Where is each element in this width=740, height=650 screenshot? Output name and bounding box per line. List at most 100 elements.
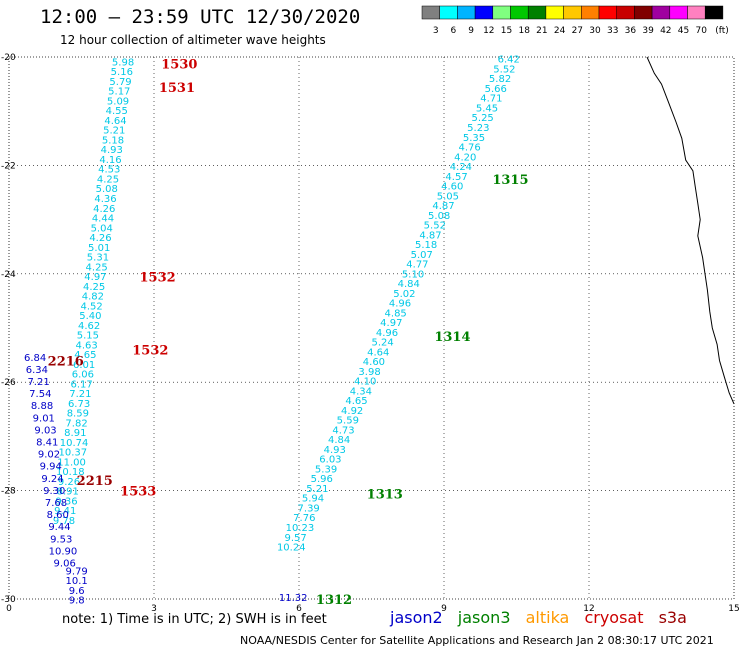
y-tick-label: -28 (1, 487, 16, 497)
swh-value: 4.62 (78, 321, 100, 332)
swh-value: 9.57 (284, 533, 306, 544)
swh-value: 5.35 (463, 133, 485, 144)
legend-swatch (421, 5, 440, 20)
pass-number: 1313 (367, 487, 403, 502)
swh-value: 7.76 (293, 513, 315, 524)
pass-number: 1531 (159, 81, 195, 96)
legend-label: 21 (536, 26, 547, 36)
swh-value: 6.84 (24, 353, 46, 364)
satellite-legend: jason2 jason3 altika cryosat s3a (390, 608, 697, 627)
satellite-jason2: jason2 (390, 608, 443, 627)
swh-value: 4.25 (83, 282, 105, 293)
legend-swatch (492, 5, 511, 20)
legend-swatch (457, 5, 476, 20)
legend-swatch (598, 5, 617, 20)
swh-value: 4.25 (86, 262, 108, 273)
swh-value: 4.60 (363, 357, 385, 368)
swh-value: 8.41 (36, 437, 58, 448)
swh-value: 9.02 (38, 450, 60, 461)
swh-value: 9.8 (69, 596, 85, 607)
legend-label: 70 (695, 26, 707, 36)
swh-value: 4.64 (367, 347, 389, 358)
legend-label: 45 (678, 26, 689, 36)
legend-swatch (510, 5, 529, 20)
legend-label: 6 (451, 26, 457, 36)
swh-value: 5.04 (91, 223, 113, 234)
swh-value: 4.26 (93, 204, 115, 215)
swh-value: 9.30 (43, 486, 65, 497)
legend-swatch (651, 5, 671, 20)
swh-value: 5.15 (77, 331, 99, 342)
swh-value: 4.10 (354, 377, 376, 388)
swh-value: 9.53 (50, 534, 72, 545)
legend-swatch (563, 5, 582, 20)
swh-value: 5.09 (107, 96, 129, 107)
swh-value: 4.82 (82, 292, 104, 303)
swh-value: 11.00 (57, 457, 86, 468)
swh-value: 4.53 (98, 165, 120, 176)
legend-swatch (669, 5, 688, 20)
swh-value: 5.08 (428, 211, 450, 222)
legend-label: 42 (660, 26, 671, 36)
legend-label: 39 (642, 26, 654, 36)
legend-label: 12 (483, 26, 494, 36)
swh-value: 4.60 (441, 182, 463, 193)
swh-value: 10.18 (56, 467, 85, 478)
satellite-cryosat: cryosat (584, 608, 644, 627)
swh-value: 5.40 (79, 311, 101, 322)
swh-value: 5.66 (485, 84, 507, 95)
satellite-jason3: jason3 (457, 608, 511, 627)
satellite-s3a: s3a (658, 608, 687, 627)
swh-value: 4.65 (74, 350, 96, 361)
swh-value: 10.90 (49, 546, 78, 557)
swh-value: 4.36 (94, 194, 116, 205)
swh-value: 9.44 (48, 522, 70, 533)
swh-value: 7.21 (27, 377, 49, 388)
swh-value: 7.21 (69, 389, 91, 400)
swh-value: 5.39 (315, 464, 337, 475)
legend-label: 9 (468, 26, 474, 36)
swh-value: 5.18 (415, 240, 437, 251)
footer-credit: NOAA/NESDIS Center for Satellite Applica… (240, 634, 714, 647)
legend-unit: (ft) (715, 26, 729, 36)
swh-value: 7.82 (65, 418, 87, 429)
swh-value: 8.91 (64, 428, 86, 439)
x-tick-label: 15 (728, 604, 739, 614)
swh-value: 5.98 (112, 57, 134, 68)
x-tick-label: 12 (583, 604, 594, 614)
x-tick-label: 0 (6, 604, 12, 614)
x-tick-label: 3 (151, 604, 157, 614)
axis-ticks: 0 3 6 9 12 15 -20 -22 -24 -26 -28 -30 (1, 53, 740, 614)
swh-value: 5.52 (424, 221, 446, 232)
swh-value: 4.55 (106, 106, 128, 117)
swh-value: 8.60 (47, 510, 69, 521)
y-tick-label: -26 (1, 378, 16, 388)
swh-value: 5.82 (489, 74, 511, 85)
legend-swatch (474, 5, 494, 20)
swh-value: 9.79 (66, 566, 88, 577)
swh-value: 4.65 (345, 396, 367, 407)
swh-value: 5.21 (103, 126, 125, 137)
pass-number: 1532 (132, 344, 168, 359)
swh-value: 5.23 (467, 123, 489, 134)
swh-value: 8.91 (57, 487, 79, 498)
swh-value: 4.93 (324, 445, 346, 456)
color-legend: 3 6 9 12 15 18 21 24 27 30 33 36 39 42 45 70 (ft) (421, 5, 729, 36)
pass-number: 1312 (316, 593, 352, 608)
swh-value: 4.25 (97, 174, 119, 185)
swh-value: 6.42 (498, 55, 520, 66)
swh-value: 4.73 (332, 425, 354, 436)
swh-value: 5.05 (437, 191, 459, 202)
swh-value: 9.78 (53, 516, 75, 527)
swh-value: 4.96 (389, 299, 411, 310)
x-tick-label: 6 (296, 604, 302, 614)
swh-value: 9.01 (33, 413, 55, 424)
x-tick-label: 9 (441, 604, 447, 614)
swh-value: 6.17 (70, 379, 92, 390)
swh-value: 6.03 (319, 455, 341, 466)
pass-number: 1314 (434, 330, 470, 345)
legend-swatch (616, 5, 635, 20)
chart-subtitle: 12 hour collection of altimeter wave hei… (60, 33, 326, 47)
swh-value: 4.84 (398, 279, 420, 290)
